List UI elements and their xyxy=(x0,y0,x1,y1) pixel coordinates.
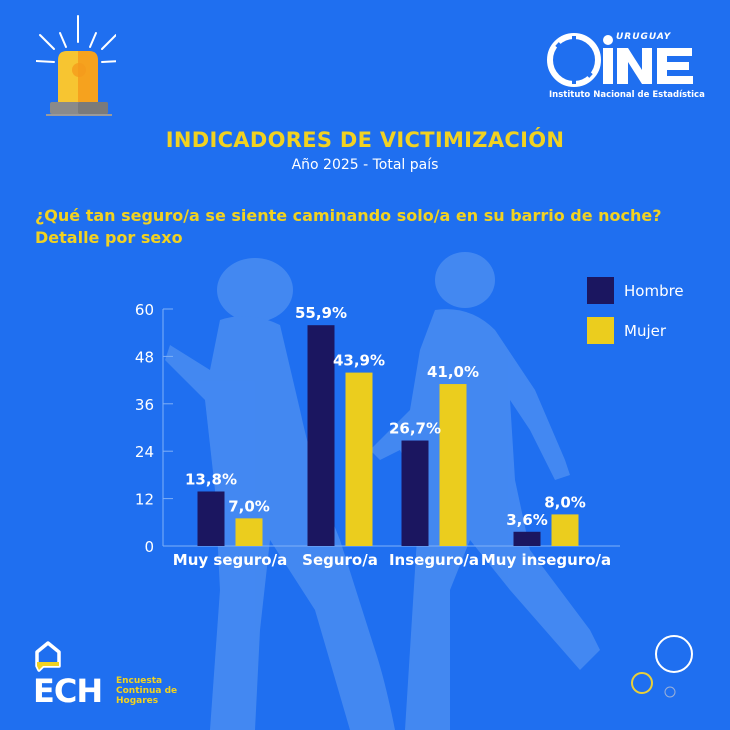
legend-label-mujer: Mujer xyxy=(624,321,667,340)
bar-mujer xyxy=(235,518,263,546)
value-label: 8,0% xyxy=(544,493,586,511)
bar-mujer xyxy=(439,384,467,546)
bar-mujer xyxy=(551,514,579,546)
ech-acronym: ECH xyxy=(33,672,103,710)
legend-label-hombre: Hombre xyxy=(624,281,684,300)
y-tick-label: 48 xyxy=(135,348,154,366)
ech-full-name: Encuesta Continua de Hogares xyxy=(116,676,177,706)
bar-hombre xyxy=(307,325,335,546)
y-tick-label: 60 xyxy=(135,301,154,319)
bar-mujer xyxy=(345,372,373,546)
value-label: 3,6% xyxy=(506,511,548,529)
bar-hombre xyxy=(513,531,541,546)
y-tick-label: 36 xyxy=(135,396,154,414)
legend-item-hombre: Hombre xyxy=(587,277,684,304)
ine-logo: URUGUAY Instituto Nacional de Estadístic… xyxy=(547,30,705,102)
ine-country-label: URUGUAY xyxy=(616,32,672,42)
legend-item-mujer: Mujer xyxy=(587,317,684,344)
ech-line-1: Encuesta xyxy=(116,676,163,686)
ech-line-3: Hogares xyxy=(116,696,159,706)
category-label: Inseguro/a xyxy=(389,551,479,569)
legend-swatch-hombre xyxy=(587,277,614,304)
y-tick-label: 0 xyxy=(144,538,154,556)
value-label: 13,8% xyxy=(185,470,237,488)
value-label: 55,9% xyxy=(295,304,347,322)
chart-legend: Hombre Mujer xyxy=(587,277,684,357)
ech-line-2: Continua de xyxy=(116,686,178,696)
house-icon xyxy=(35,641,61,672)
value-labels: 13,8% 7,0% 55,9% 43,9% 26,7% 41,0% 3,6%8,0% xyxy=(185,304,586,529)
walking-people-silhouettes xyxy=(165,252,600,730)
category-label: Seguro/a xyxy=(302,551,378,569)
category-label: Muy inseguro/a xyxy=(481,551,611,569)
ine-emblem-icon xyxy=(547,33,693,87)
x-axis-labels: Muy seguro/a Seguro/a Inseguro/a Muy insegu… xyxy=(173,551,611,569)
category-label: Muy seguro/a xyxy=(173,551,287,569)
legend-swatch-mujer xyxy=(587,317,614,344)
siren-icon xyxy=(36,15,116,116)
ine-full-name: Instituto Nacional de Estadística xyxy=(549,90,705,100)
decorative-circles xyxy=(631,635,693,698)
page-subtitle: Año 2025 - Total país xyxy=(291,157,439,173)
value-label: 41,0% xyxy=(427,363,479,381)
value-label: 26,7% xyxy=(389,420,441,438)
bars xyxy=(197,325,579,546)
question-line-1: ¿Qué tan seguro/a se siente caminando so… xyxy=(35,206,662,225)
value-label: 7,0% xyxy=(228,497,270,515)
y-tick-label: 12 xyxy=(135,491,154,509)
bar-hombre xyxy=(401,440,429,546)
question-line-2: Detalle por sexo xyxy=(35,228,183,247)
bar-hombre xyxy=(197,491,225,546)
y-tick-label: 24 xyxy=(135,443,154,461)
page-title: INDICADORES DE VICTIMIZACIÓN xyxy=(165,128,565,152)
value-label: 43,9% xyxy=(333,352,385,370)
chart-question: ¿Qué tan seguro/a se siente caminando so… xyxy=(35,205,662,249)
